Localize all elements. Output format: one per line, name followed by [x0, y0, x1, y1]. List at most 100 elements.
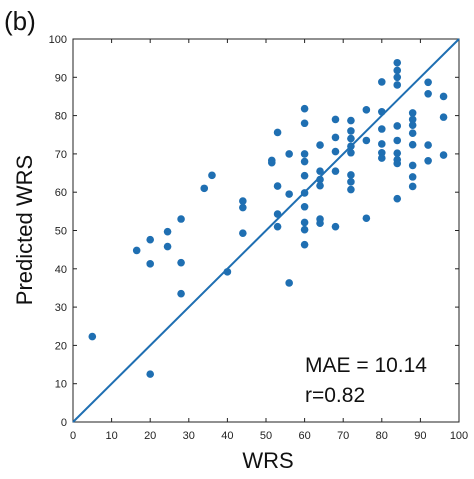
y-tick-label: 90 — [55, 72, 67, 84]
data-point — [408, 121, 417, 129]
x-tick-label: 50 — [260, 430, 272, 442]
data-point — [163, 227, 172, 236]
data-point — [316, 167, 324, 175]
y-tick-label: 10 — [55, 379, 67, 391]
data-point — [393, 81, 402, 89]
data-point — [177, 289, 185, 298]
data-point — [146, 235, 154, 244]
data-point — [331, 133, 340, 142]
data-point — [439, 113, 448, 121]
data-point — [347, 127, 355, 135]
data-point — [378, 125, 386, 133]
data-point — [316, 175, 324, 184]
data-point — [316, 219, 324, 228]
data-point — [300, 119, 309, 128]
data-point — [424, 156, 432, 165]
data-point — [331, 115, 340, 124]
y-tick-label: 20 — [55, 340, 67, 352]
r-annotation: r=0.82 — [305, 384, 365, 407]
data-point — [316, 181, 324, 190]
x-tick-label: 100 — [450, 430, 468, 442]
x-tick-label: 10 — [105, 430, 117, 442]
data-point — [347, 171, 355, 179]
data-point — [285, 190, 293, 198]
x-tick-label: 40 — [221, 430, 233, 442]
data-point — [439, 92, 448, 101]
data-point — [300, 218, 309, 227]
x-tick-label: 20 — [144, 430, 156, 442]
data-point — [393, 149, 402, 157]
data-point — [393, 194, 402, 203]
x-tick-label: 60 — [298, 430, 310, 442]
data-point — [273, 182, 282, 190]
data-point — [331, 167, 340, 175]
data-point — [408, 140, 417, 149]
data-point — [316, 141, 324, 149]
data-point — [177, 215, 185, 223]
data-point — [300, 171, 309, 180]
data-point — [331, 222, 340, 231]
data-point — [146, 260, 154, 268]
data-point — [378, 78, 386, 86]
data-point — [362, 214, 371, 223]
data-point — [285, 279, 293, 287]
data-point — [300, 104, 309, 113]
x-tick-label: 80 — [376, 430, 388, 442]
y-axis-label: Predicted WRS — [12, 155, 37, 305]
data-point — [331, 147, 340, 156]
data-point — [408, 173, 417, 181]
data-point — [393, 73, 402, 82]
plot-area: 0 10 20 30 40 50 60 70 80 90 100 0 10 20 30 40 50 60 70 80 9… — [49, 34, 469, 442]
data-point — [362, 136, 371, 145]
data-point — [393, 122, 402, 130]
data-point — [393, 58, 402, 67]
data-point — [347, 142, 355, 151]
data-point — [163, 242, 172, 251]
x-tick-label: 70 — [337, 430, 349, 442]
y-tick-label: 70 — [55, 149, 67, 161]
data-point — [239, 229, 247, 237]
x-tick-label: 30 — [183, 430, 195, 442]
data-point — [300, 150, 309, 158]
data-point — [300, 225, 309, 234]
panel-label: (b) — [4, 6, 36, 36]
data-point — [378, 154, 386, 162]
data-point — [239, 203, 247, 212]
data-point — [177, 258, 185, 267]
data-point — [362, 106, 371, 114]
data-point — [347, 134, 355, 143]
data-point — [273, 222, 282, 231]
y-tick-label: 60 — [55, 187, 67, 199]
data-point — [285, 150, 293, 158]
data-point — [347, 116, 355, 125]
data-point — [378, 107, 386, 116]
data-point — [300, 189, 309, 197]
data-point — [408, 182, 417, 191]
data-point — [347, 185, 355, 194]
data-point — [88, 332, 97, 341]
data-point — [300, 157, 309, 166]
data-point — [347, 178, 355, 186]
y-tick-label: 80 — [55, 111, 67, 123]
data-point — [424, 78, 432, 87]
data-point — [393, 159, 402, 168]
data-point — [393, 136, 402, 145]
y-tick-label: 30 — [55, 302, 67, 314]
data-point — [424, 89, 432, 98]
data-point — [132, 246, 141, 255]
data-point — [408, 129, 417, 138]
data-point — [347, 148, 355, 157]
y-tick-label: 100 — [49, 34, 67, 46]
data-point — [146, 370, 154, 378]
data-point — [223, 268, 232, 276]
data-point — [200, 184, 209, 193]
data-point — [300, 202, 309, 211]
data-point — [393, 66, 402, 75]
y-tick-label: 0 — [61, 417, 67, 429]
data-point — [273, 210, 282, 218]
data-point — [439, 151, 448, 159]
data-point — [408, 115, 417, 124]
data-point — [378, 148, 386, 157]
data-point — [239, 197, 247, 205]
